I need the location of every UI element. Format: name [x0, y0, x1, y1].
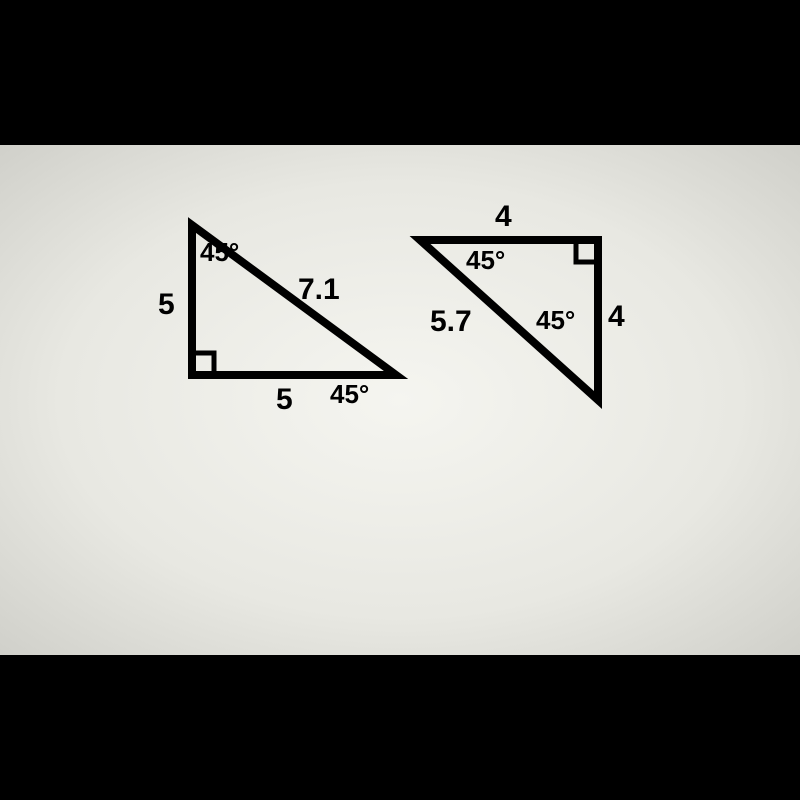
- right-triangle: [0, 145, 800, 655]
- right-side-top: 4: [495, 200, 512, 234]
- left-side-hyp: 7.1: [298, 273, 340, 307]
- left-side-bottom: 5: [276, 383, 293, 417]
- right-side-right: 4: [608, 300, 625, 334]
- left-angle-bottom: 45°: [330, 379, 369, 410]
- right-angle-left: 45°: [466, 245, 505, 276]
- right-side-hyp: 5.7: [430, 305, 472, 339]
- left-side-left: 5: [158, 288, 175, 322]
- worksheet-photo: 45° 45° 5 5 7.1 4 4 5.7 45° 45°: [0, 145, 800, 655]
- right-angle-bottom: 45°: [536, 305, 575, 336]
- left-angle-top: 45°: [200, 237, 239, 268]
